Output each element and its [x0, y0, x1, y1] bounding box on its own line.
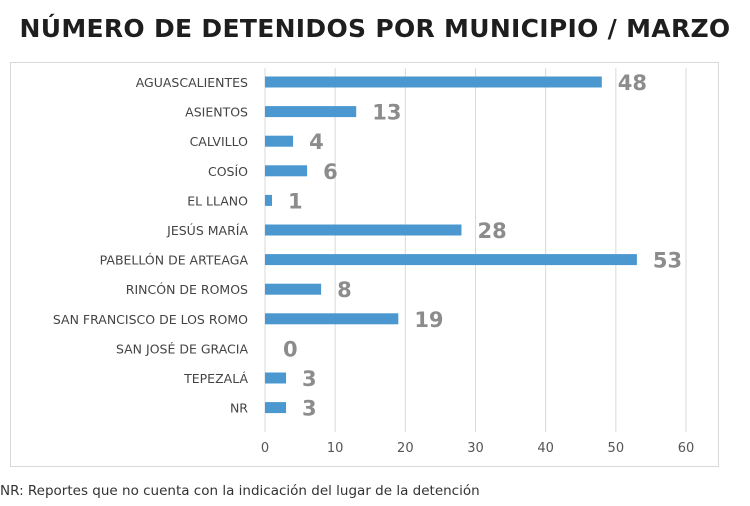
data-label: 1: [288, 189, 303, 213]
bar: [265, 254, 637, 266]
bar: [265, 135, 294, 147]
data-label: 8: [337, 278, 352, 302]
data-label: 4: [309, 130, 324, 154]
data-label: 28: [477, 219, 506, 243]
category-label: RINCÓN DE ROMOS: [126, 282, 248, 297]
x-tick-label: 40: [537, 441, 554, 456]
x-tick-label: 50: [608, 441, 625, 456]
category-label: ASIENTOS: [185, 105, 248, 120]
data-label: 3: [302, 397, 317, 421]
category-label: NR: [230, 401, 248, 416]
bar: [265, 402, 287, 414]
bar: [265, 313, 399, 325]
x-tick-label: 0: [261, 441, 269, 456]
category-label: SAN JOSÉ DE GRACIA: [116, 341, 248, 356]
category-label: TEPEZALÁ: [183, 371, 248, 386]
bar: [265, 194, 273, 206]
data-label: 48: [618, 71, 647, 95]
bar: [265, 283, 322, 295]
data-label: 6: [323, 160, 338, 184]
bar: [265, 76, 602, 88]
category-label: COSÍO: [208, 164, 248, 179]
x-tick-label: 30: [467, 441, 484, 456]
category-label: JESÚS MARÍA: [166, 223, 248, 238]
x-tick-label: 60: [678, 441, 695, 456]
category-label: EL LLANO: [187, 193, 248, 208]
chart-frame: [10, 62, 719, 467]
category-label: AGUASCALIENTES: [136, 75, 248, 90]
category-label: PABELLÓN DE ARTEAGA: [100, 253, 249, 268]
data-label: 3: [302, 367, 317, 391]
category-label: CALVILLO: [190, 134, 249, 149]
category-label: SAN FRANCISCO DE LOS ROMO: [53, 312, 248, 327]
x-tick-label: 20: [397, 441, 414, 456]
data-label: 13: [372, 101, 401, 125]
data-label: 53: [653, 249, 682, 273]
bar: [265, 165, 308, 177]
bar: [265, 106, 357, 118]
x-tick-label: 10: [327, 441, 344, 456]
bar: [265, 372, 287, 384]
data-label: 0: [283, 337, 298, 361]
bar: [265, 224, 462, 236]
footnote: NR: Reportes que no cuenta con la indica…: [0, 483, 480, 499]
data-label: 19: [414, 308, 443, 332]
chart-title: NÚMERO DE DETENIDOS POR MUNICIPIO / MARZ…: [19, 14, 731, 43]
